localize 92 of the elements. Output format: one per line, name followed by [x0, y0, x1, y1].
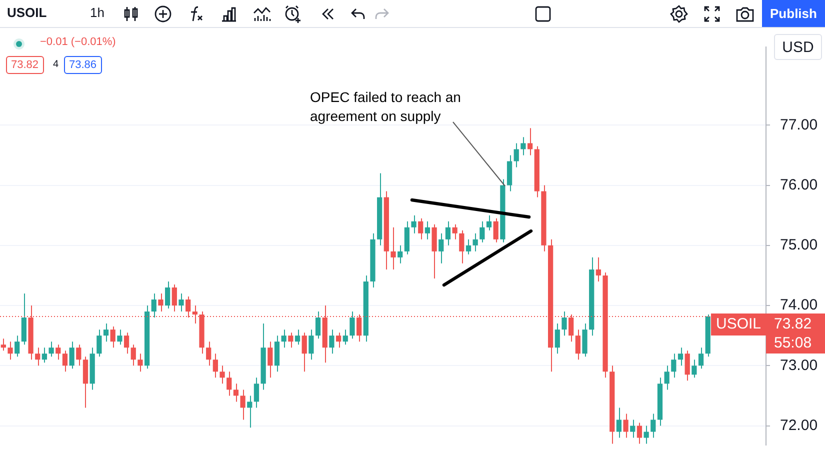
text: USD — [782, 38, 814, 56]
y-tick-label: 75.00 — [780, 236, 818, 254]
text: 73.82 — [774, 316, 812, 333]
candlestick — [445, 220, 451, 246]
candlestick — [596, 256, 601, 282]
candlestick — [390, 226, 396, 270]
candlestick — [158, 292, 164, 312]
chart-title: USOIL — [7, 5, 47, 20]
candlestick — [527, 128, 533, 156]
candlestick — [514, 142, 519, 168]
candlestick — [48, 341, 54, 358]
candlestick — [562, 311, 567, 336]
candlestick — [472, 232, 478, 252]
candlestick — [459, 230, 464, 264]
candlestick — [62, 350, 68, 372]
annotation: −0.01 (−0.01%) — [40, 36, 116, 48]
candlestick — [206, 341, 212, 366]
candlestick — [254, 377, 260, 408]
candlestick — [240, 389, 246, 420]
annotation: OPEC failed to reach an agreement on supply — [310, 89, 461, 124]
candlestick — [315, 311, 321, 340]
candlestick — [117, 329, 122, 346]
candlestick — [411, 214, 416, 234]
candlestick — [678, 347, 684, 366]
candlestick — [138, 353, 143, 372]
candlestick — [130, 344, 136, 366]
candlestick — [554, 323, 560, 354]
candlestick — [575, 329, 580, 360]
candlestick — [520, 136, 526, 156]
candlestick — [165, 280, 170, 310]
candlestick — [644, 425, 649, 444]
candlestick — [636, 422, 642, 444]
candlestick — [69, 341, 74, 370]
candlestick — [336, 332, 342, 348]
candlestick — [76, 344, 82, 366]
candlestick — [103, 323, 109, 342]
candlestick — [226, 371, 232, 396]
candlestick — [178, 292, 184, 312]
text: 55:08 — [774, 334, 812, 352]
candlestick — [650, 413, 656, 438]
y-tick-label: 74.00 — [780, 296, 818, 314]
annotation: 73.82 — [11, 59, 39, 71]
candlestick — [684, 350, 690, 382]
candlestick — [56, 344, 61, 360]
candlestick — [308, 329, 314, 360]
candlestick — [247, 395, 252, 428]
annotation: 4 — [53, 59, 59, 70]
candlestick — [466, 238, 472, 255]
candlestick — [623, 413, 628, 438]
candlestick — [480, 220, 485, 243]
candlestick — [110, 326, 116, 348]
candlestick — [151, 292, 156, 318]
text: Publish — [770, 6, 817, 21]
candlestick — [329, 329, 334, 354]
text: 1h — [90, 5, 104, 20]
candlestick — [616, 407, 622, 438]
candlestick — [342, 329, 348, 346]
ref-line-label: USOIL — [716, 316, 761, 333]
candlestick — [281, 329, 286, 348]
candlestick — [294, 329, 300, 346]
candlestick — [220, 365, 225, 384]
y-tick-label: 73.00 — [780, 356, 818, 374]
candlestick — [172, 284, 177, 312]
candlestick — [418, 218, 424, 240]
y-tick-label: 76.00 — [780, 176, 818, 194]
candlestick — [0, 338, 6, 352]
candlestick — [424, 220, 430, 240]
candlestick — [486, 214, 492, 231]
candlestick — [35, 347, 40, 366]
candlestick — [288, 332, 294, 348]
candlestick — [664, 365, 670, 390]
candlestick — [268, 341, 273, 378]
candlestick — [14, 335, 20, 358]
candlestick — [438, 232, 444, 264]
candlestick — [233, 383, 239, 402]
y-tick-label: 72.00 — [780, 416, 818, 434]
candlestick — [452, 224, 458, 240]
candlestick — [96, 329, 102, 358]
candlestick — [302, 332, 307, 372]
annotation: 73.86 — [69, 59, 97, 71]
candlestick — [398, 244, 403, 264]
candlestick — [42, 347, 48, 364]
y-tick-label: 77.00 — [780, 116, 818, 134]
candlestick — [493, 218, 498, 243]
candlestick — [692, 359, 697, 378]
candlestick — [350, 311, 355, 340]
candlestick — [212, 353, 218, 378]
candlestick — [671, 353, 676, 378]
candlestick — [698, 347, 704, 370]
candlestick — [124, 332, 130, 354]
candlestick — [630, 419, 636, 438]
candlestick — [8, 341, 13, 360]
